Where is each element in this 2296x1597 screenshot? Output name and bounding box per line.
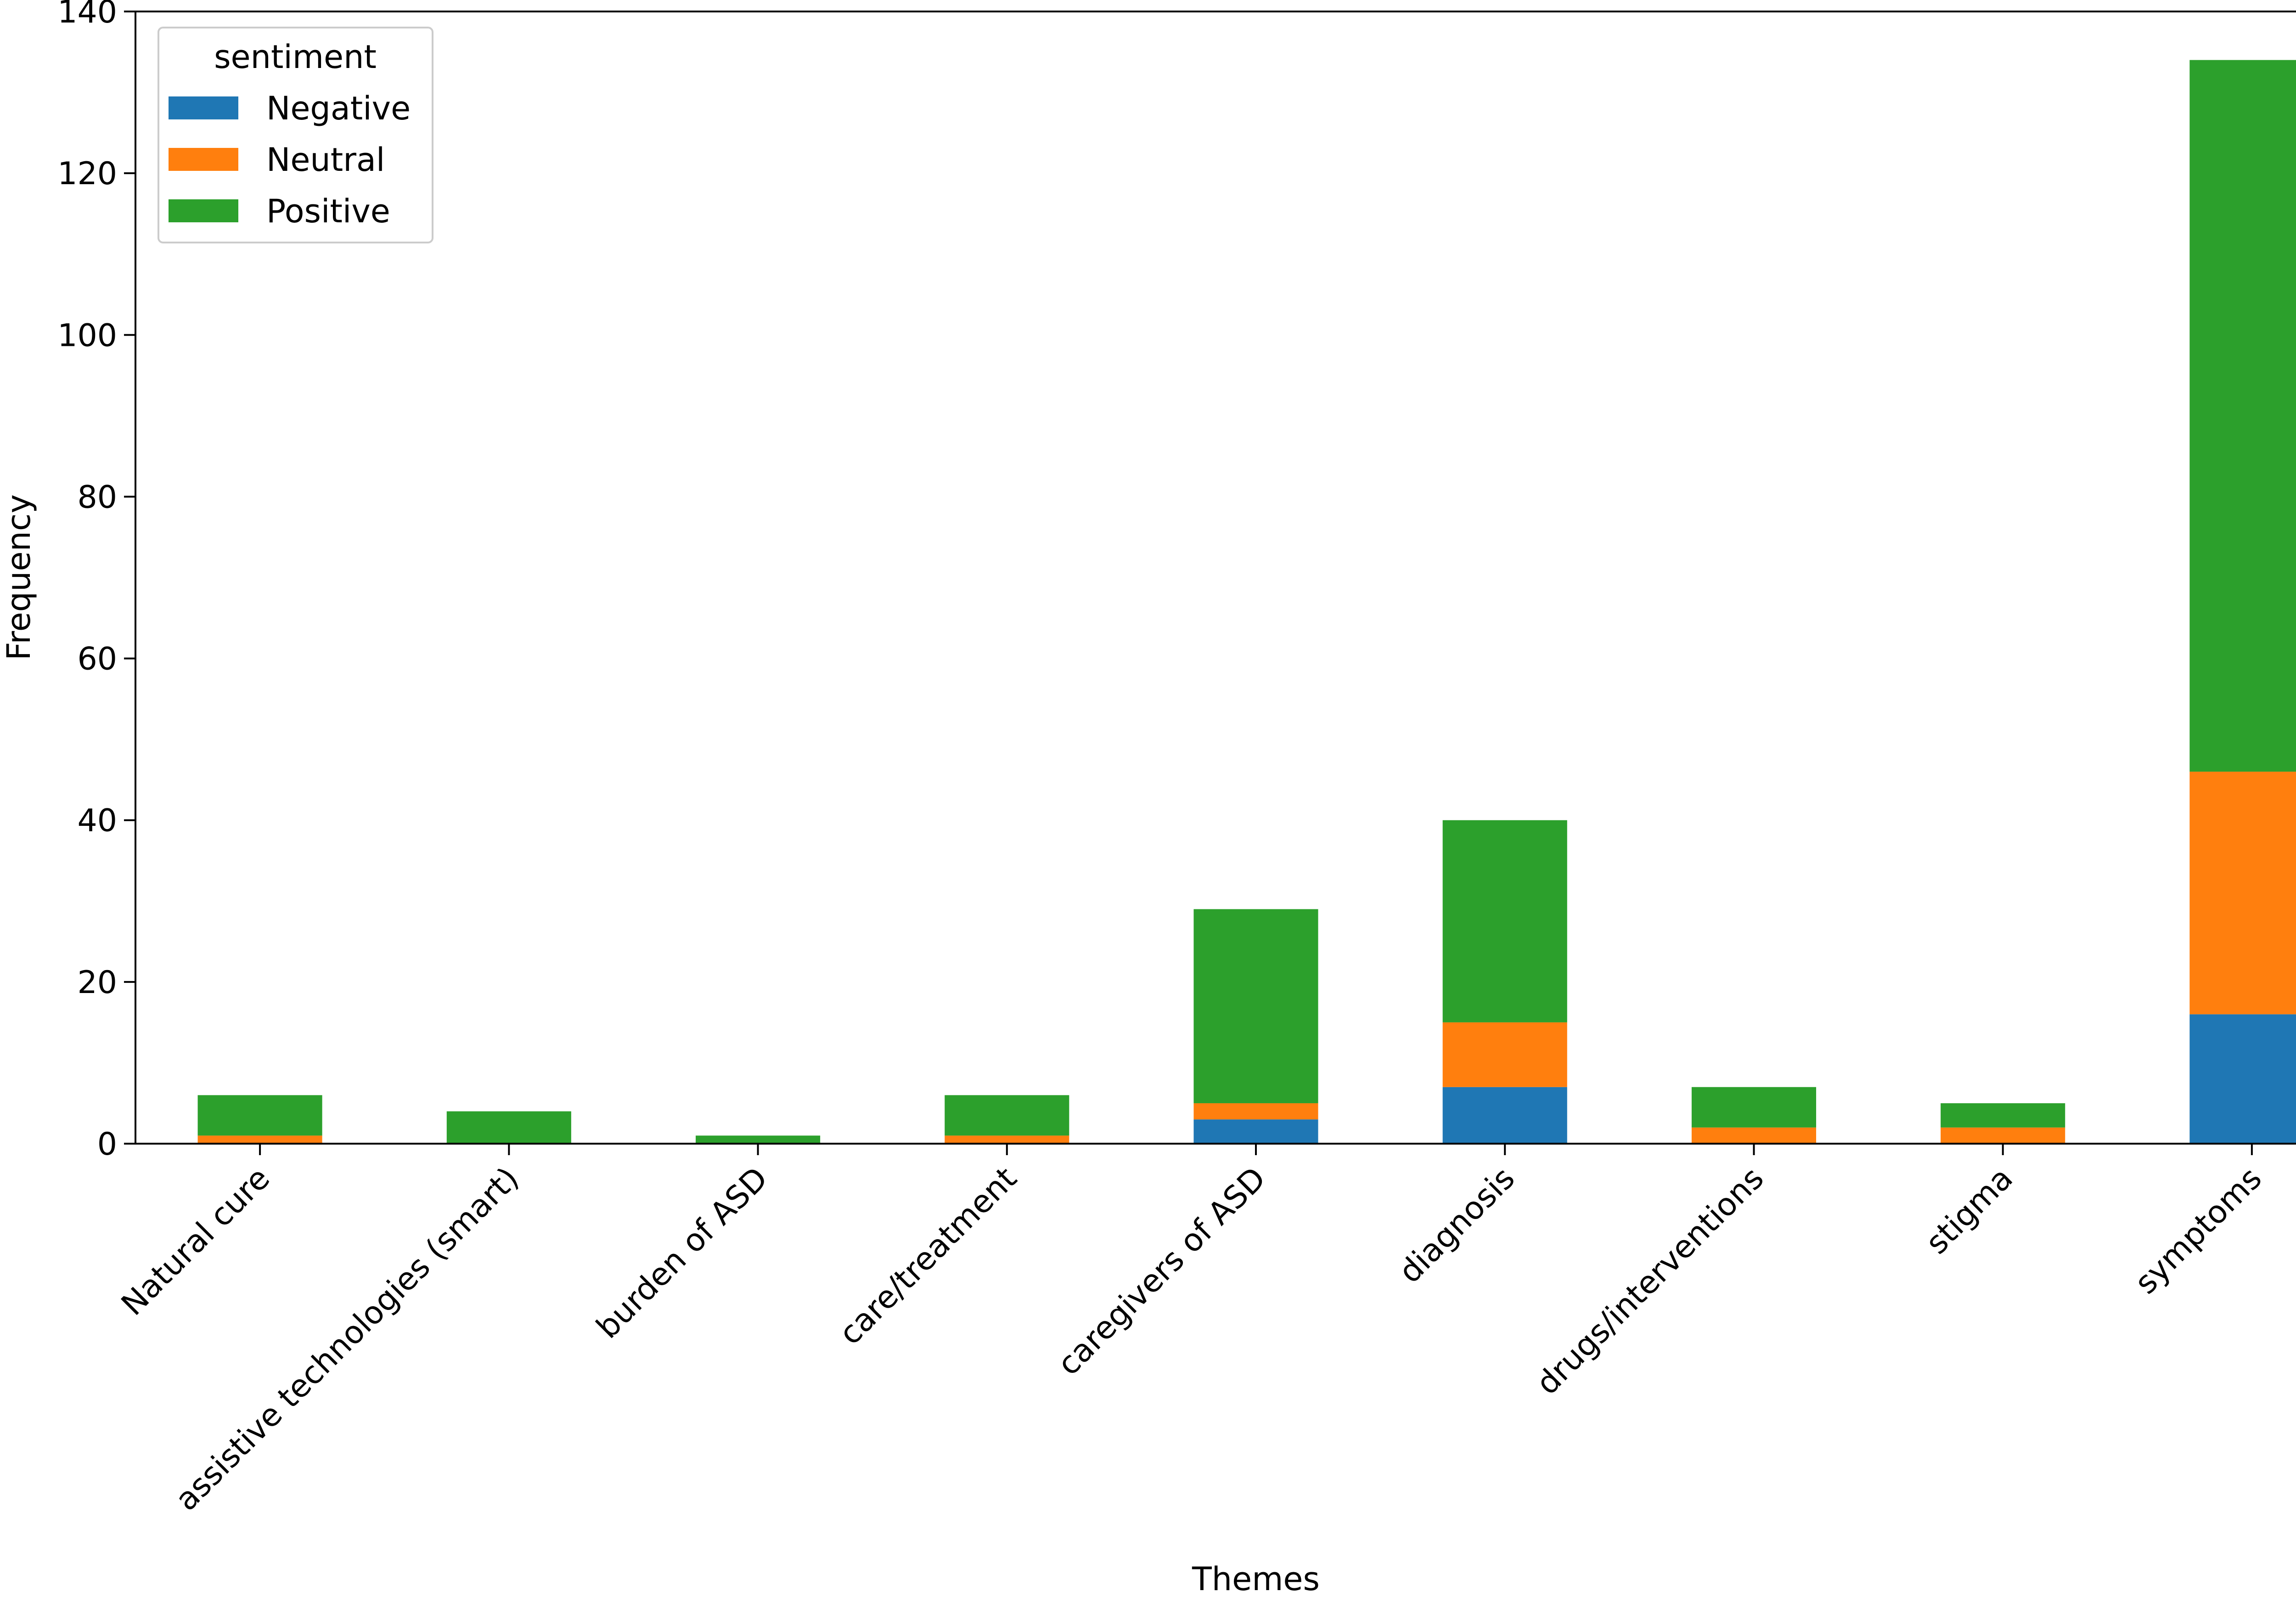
legend-title: sentiment [214,38,377,76]
legend-label-positive: Positive [266,192,390,230]
bar-negative-8 [2189,1014,2296,1144]
legend-swatch-positive [169,199,238,222]
bar-neutral-8 [2189,772,2296,1015]
y-tick-label: 60 [77,641,117,677]
bars-layer [197,60,2296,1144]
bar-neutral-3 [945,1135,1069,1144]
bar-neutral-7 [1941,1127,2065,1144]
bar-neutral-6 [1691,1127,1816,1144]
bar-positive-3 [945,1095,1069,1136]
y-tick-label: 120 [57,156,117,192]
bar-negative-4 [1193,1119,1318,1144]
legend-label-neutral: Neutral [266,141,385,179]
legend-label-negative: Negative [266,90,411,127]
bar-positive-0 [197,1095,322,1136]
y-axis: 0 20 40 60 80 100 120 140 [57,0,135,1162]
bar-positive-6 [1691,1087,1816,1128]
legend-box [158,27,433,243]
x-tick-label: drugs/interventions [1529,1160,1771,1402]
bar-neutral-4 [1193,1103,1318,1120]
bar-positive-7 [1941,1103,2065,1128]
y-tick-label: 140 [57,0,117,30]
legend-swatch-neutral [169,148,238,171]
legend-items: Negative Neutral Positive [169,90,411,230]
bar-positive-8 [2189,60,2296,772]
legend: sentiment Negative Neutral Positive [158,27,433,243]
legend-swatch-negative [169,96,238,119]
y-tick-label: 0 [97,1126,117,1162]
x-tick-label: caregivers of ASD [1051,1160,1273,1383]
bar-positive-2 [696,1135,821,1144]
bar-positive-1 [446,1111,571,1144]
x-tick-label: stigma [1919,1160,2020,1261]
y-tick-label: 100 [57,317,117,354]
y-axis-label: Frequency [0,494,38,660]
x-axis-label: Themes [1192,1560,1320,1597]
bar-negative-5 [1442,1087,1567,1144]
y-tick-label: 20 [77,965,117,1001]
bar-neutral-0 [197,1135,322,1144]
bar-positive-4 [1193,909,1318,1103]
x-tick-label: diagnosis [1392,1160,1522,1290]
y-tick-label: 80 [77,479,117,515]
x-tick-label: Natural cure [114,1160,277,1323]
y-tick-label: 40 [77,803,117,839]
x-tick-label: symptoms [2128,1160,2269,1301]
bar-positive-5 [1442,820,1567,1022]
x-tick-label: burden of ASD [590,1160,775,1346]
x-tick-label: care/treatment [832,1160,1024,1352]
bar-neutral-5 [1442,1022,1567,1087]
